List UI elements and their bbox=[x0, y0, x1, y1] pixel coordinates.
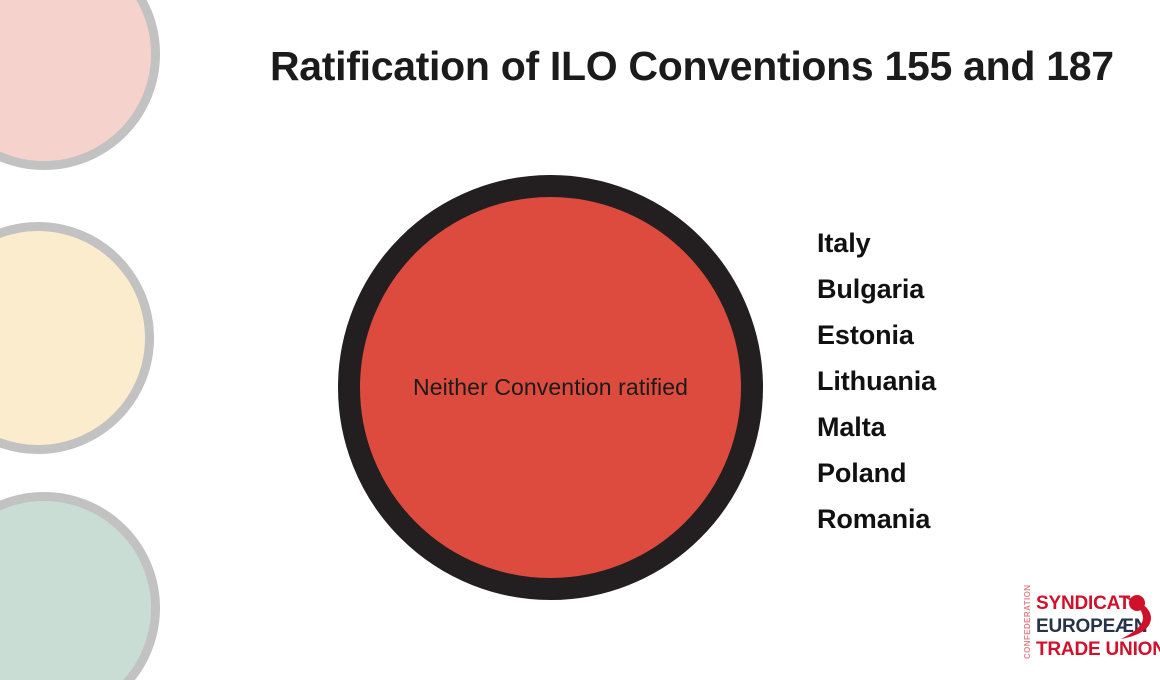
list-item: Estonia bbox=[817, 320, 914, 350]
country-list: Italy Bulgaria Estonia Lithuania Malta P… bbox=[817, 220, 1117, 542]
list-item: Poland bbox=[817, 458, 907, 488]
list-item: Malta bbox=[817, 412, 886, 442]
list-item: Bulgaria bbox=[817, 274, 925, 304]
list-item: Romania bbox=[817, 504, 931, 534]
logo-confederation-text: CONFEDERATION bbox=[1023, 584, 1032, 659]
logo-swoosh-icon bbox=[1121, 595, 1151, 639]
bubble-label: Neither Convention ratified bbox=[412, 374, 689, 400]
decorative-circle-cream bbox=[0, 222, 154, 454]
logo-line-europeaen: EUROPEÆN bbox=[1036, 616, 1148, 637]
list-item: Lithuania bbox=[817, 366, 937, 396]
etuc-logo: CONFEDERATION SYNDICAT EUROPEÆN TRADE UN… bbox=[1022, 584, 1160, 664]
logo-wordmark: SYNDICAT EUROPEÆN TRADE UNION bbox=[1036, 592, 1160, 661]
list-item: Italy bbox=[817, 228, 871, 258]
page-title: Ratification of ILO Conventions 155 and … bbox=[270, 43, 1114, 89]
decorative-circle-pink bbox=[0, 0, 160, 170]
logo-line-trade-union: TRADE UNION bbox=[1036, 639, 1160, 660]
decorative-circle-mint bbox=[0, 492, 160, 680]
ratification-bubble: Neither Convention ratified bbox=[338, 175, 763, 600]
logo-line-syndicat: SYNDICAT bbox=[1036, 593, 1131, 614]
